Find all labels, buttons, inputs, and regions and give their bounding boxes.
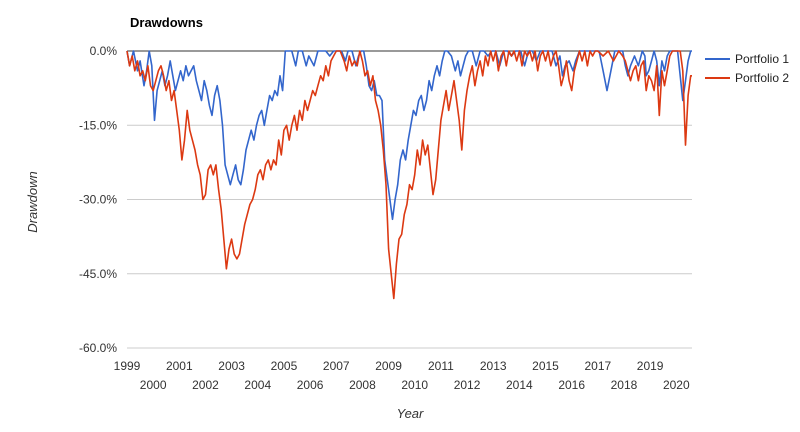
x-tick-label: 2014 [506,378,533,392]
series-line-portfolio-2[interactable] [126,50,692,300]
x-tick-label: 2004 [244,378,271,392]
x-tick-label: 2007 [323,359,350,373]
y-tick-label: -30.0% [79,193,117,207]
x-tick-label: 2017 [584,359,611,373]
x-tick-label: 2019 [637,359,664,373]
x-tick-label: 2003 [218,359,245,373]
y-tick-label: -15.0% [79,118,117,132]
x-tick-label: 2020 [663,378,690,392]
chart-title: Drawdowns [130,15,203,30]
y-tick-label: 0.0% [90,44,118,58]
y-axis-title: Drawdown [25,171,40,232]
x-tick-label: 2012 [454,378,481,392]
x-axis-ticks: 1999 2001 2003 2005 2007 2009 2011 2013 2015 2017… [114,359,690,392]
x-tick-label: 2008 [349,378,376,392]
x-tick-label: 2006 [297,378,324,392]
x-tick-label: 2010 [401,378,428,392]
legend-label-portfolio-2[interactable]: Portfolio 2 [735,71,789,85]
x-axis-title: Year [397,406,424,421]
y-tick-label: -45.0% [79,267,117,281]
x-tick-label: 2015 [532,359,559,373]
x-tick-label: 2018 [611,378,638,392]
x-tick-label: 2013 [480,359,507,373]
y-axis-ticks: 0.0% -15.0% -30.0% -45.0% -60.0% [79,44,117,355]
legend-label-portfolio-1[interactable]: Portfolio 1 [735,52,789,66]
x-tick-label: 2009 [375,359,402,373]
x-tick-label: 2002 [192,378,219,392]
y-tick-label: -60.0% [79,341,117,355]
series-lines [126,50,692,300]
x-tick-label: 2016 [558,378,585,392]
x-tick-label: 2001 [166,359,193,373]
x-tick-label: 2011 [428,359,454,373]
x-tick-label: 2000 [140,378,167,392]
series-line-portfolio-1[interactable] [126,50,692,221]
x-tick-label: 1999 [114,359,141,373]
gridlines [127,50,692,349]
legend: Portfolio 1 Portfolio 2 [705,52,789,85]
x-tick-label: 2005 [271,359,298,373]
